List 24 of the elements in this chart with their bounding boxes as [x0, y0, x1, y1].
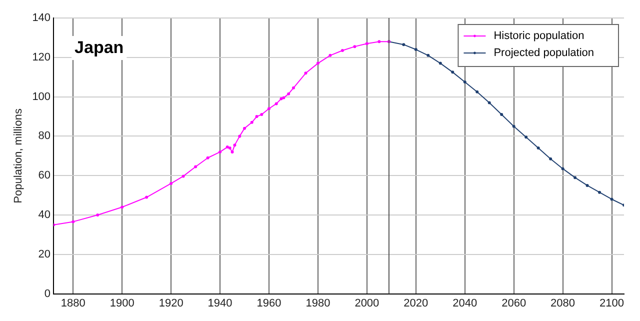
x-tick-label: 1940	[208, 297, 232, 310]
x-tick-label: 2100	[600, 297, 624, 310]
y-tick-label: 60	[38, 170, 51, 182]
y-tick-label: 140	[32, 12, 51, 24]
x-tick-label: 1900	[110, 297, 134, 310]
y-tick-label: 40	[38, 209, 51, 222]
legend-label: Projected population	[494, 47, 594, 60]
x-tick-label: 2080	[550, 297, 576, 310]
x-tick-label: 1960	[256, 297, 282, 310]
x-tick-label: 1920	[158, 297, 184, 310]
x-tick-label: 1880	[60, 297, 86, 310]
x-tick-label: 2020	[404, 297, 428, 310]
y-tick-label: 0	[44, 288, 51, 300]
text: Japan	[74, 38, 124, 58]
legend-label: Historic population	[494, 30, 584, 42]
y-tick-label: 20	[38, 248, 51, 260]
x-tick-label: 2060	[502, 297, 526, 310]
x-tick-label: 2000	[354, 297, 380, 310]
y-axis-title: Population, millions	[12, 108, 25, 204]
y-tick-label: 80	[38, 130, 51, 142]
x-tick-label: 2040	[452, 297, 478, 310]
x-tick-label: 1980	[306, 297, 330, 310]
y-tick-label: 100	[32, 90, 51, 103]
y-tick-label: 120	[32, 51, 51, 64]
